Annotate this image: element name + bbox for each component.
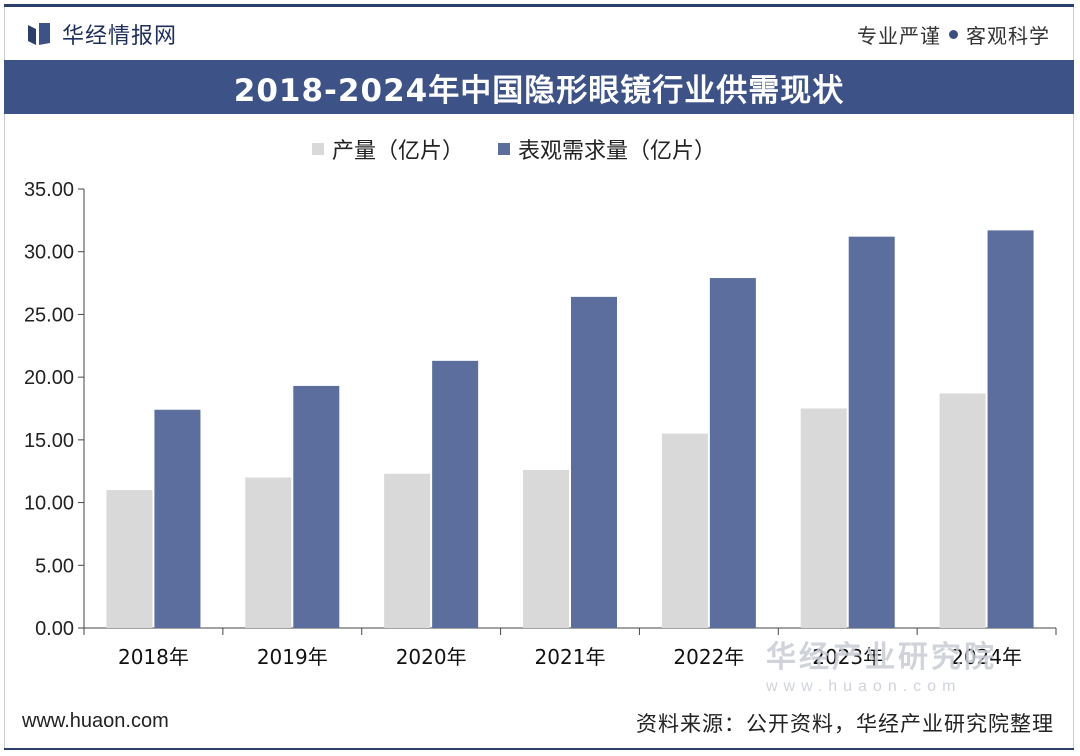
slogan-dot-icon <box>949 30 958 39</box>
bar-demand <box>432 360 479 628</box>
watermark: 华经产业研究院 www.huaon.com <box>766 632 997 696</box>
x-tick-label: 2024年 <box>951 645 1022 669</box>
slogan: 专业严谨 客观科学 <box>857 20 1050 49</box>
legend: 产量（亿片） 表观需求量（亿片） <box>312 133 716 165</box>
title-bar: 2018-2024年中国隐形眼镜行业供需现状 <box>4 60 1074 114</box>
x-tick-label: 2023年 <box>812 645 883 669</box>
bar-production <box>106 490 153 628</box>
legend-item-demand: 表观需求量（亿片） <box>498 133 716 165</box>
bar-production <box>661 433 708 628</box>
top-rule <box>4 4 1074 7</box>
bar-demand <box>154 409 201 628</box>
bar-production <box>245 477 292 628</box>
watermark-name: 华经产业研究院 <box>766 640 997 675</box>
huajing-logo-icon <box>28 23 50 45</box>
bar-production <box>523 469 569 628</box>
y-tick-label: 10.00 <box>24 493 74 515</box>
legend-label-production: 产量（亿片） <box>332 139 465 164</box>
bar-production <box>384 473 431 628</box>
y-tick-label: 5.00 <box>35 555 74 577</box>
slogan-right: 客观科学 <box>966 24 1050 48</box>
bar-demand <box>293 385 340 628</box>
legend-swatch-production <box>312 143 324 155</box>
footer-source: 资料来源：公开资料，华经产业研究院整理 <box>636 712 1054 736</box>
y-tick-label: 0.00 <box>35 618 74 640</box>
y-tick-label: 25.00 <box>24 304 74 326</box>
brand: 华经情报网 <box>26 18 177 50</box>
watermark-url: www.huaon.com <box>766 678 962 695</box>
bar-demand <box>987 230 1034 629</box>
legend-label-demand: 表观需求量（亿片） <box>518 139 717 164</box>
chart-title: 2018-2024年中国隐形眼镜行业供需现状 <box>233 72 845 109</box>
footer-rule <box>4 748 1074 750</box>
footer-url[interactable]: www.huaon.com <box>22 710 169 732</box>
x-tick-label: 2019年 <box>257 645 328 669</box>
bar-demand <box>709 278 756 628</box>
y-tick-label: 35.00 <box>24 179 74 201</box>
bar-demand <box>848 236 895 629</box>
bar-demand <box>571 296 617 628</box>
x-tick-label: 2020年 <box>396 645 467 669</box>
x-tick-label: 2021年 <box>535 645 606 669</box>
y-tick-label: 30.00 <box>24 242 74 264</box>
y-tick-label: 15.00 <box>24 430 74 452</box>
bar-production <box>939 393 986 628</box>
legend-item-production: 产量（亿片） <box>312 133 464 165</box>
legend-swatch-demand <box>498 143 511 155</box>
x-tick-label: 2018年 <box>118 645 189 669</box>
slogan-left: 专业严谨 <box>857 24 941 48</box>
x-tick-label: 2022年 <box>673 645 744 669</box>
bar-production <box>800 408 847 628</box>
y-tick-label: 20.00 <box>24 367 74 389</box>
brand-name: 华经情报网 <box>62 24 178 49</box>
